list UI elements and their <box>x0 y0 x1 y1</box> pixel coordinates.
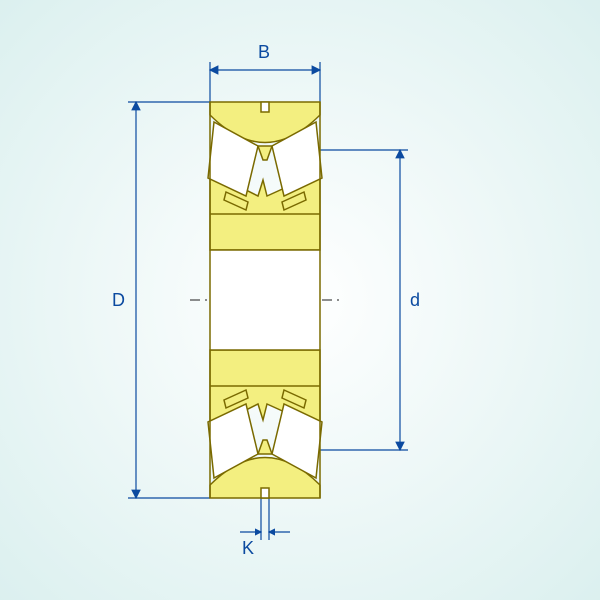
label-K: K <box>242 538 254 559</box>
bearing-diagram-svg <box>0 0 600 600</box>
outer-notch-bottom <box>261 488 269 498</box>
outer-notch-top <box>261 102 269 112</box>
drawing-canvas: B D d K <box>0 0 600 600</box>
label-D: D <box>112 290 125 311</box>
label-B: B <box>258 42 270 63</box>
label-d: d <box>410 290 420 311</box>
